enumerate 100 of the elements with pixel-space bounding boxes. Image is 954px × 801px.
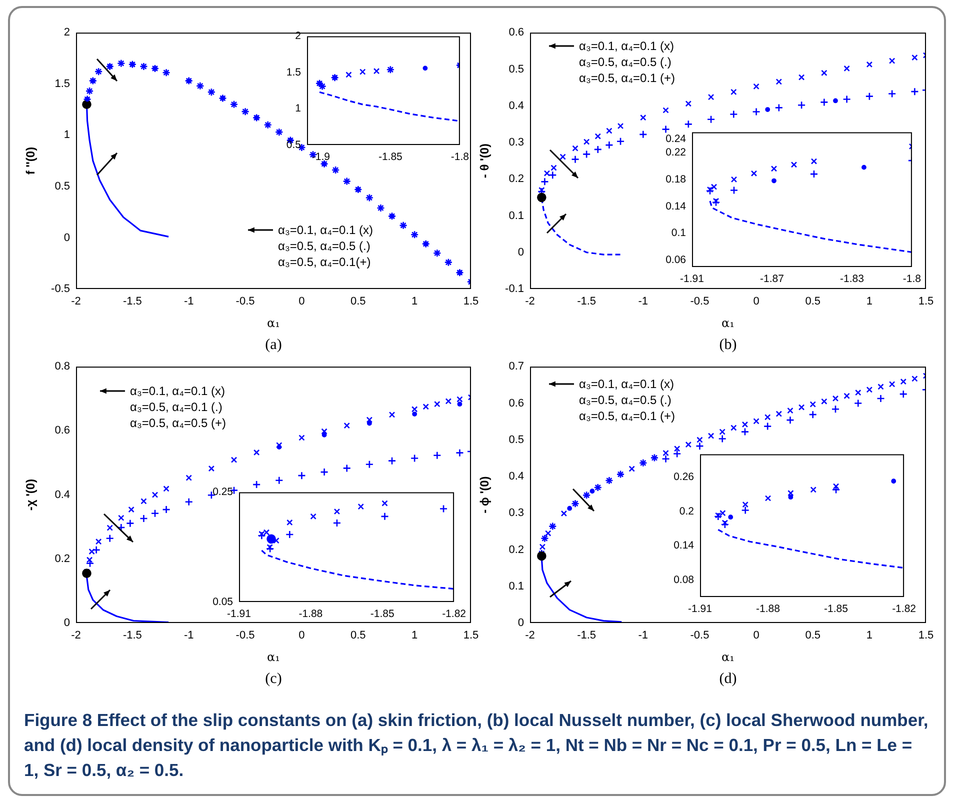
y-tick-label: 0.14	[666, 200, 686, 212]
text: (c)	[264, 671, 283, 688]
y-tick-label: 2	[295, 30, 302, 42]
y-tick-label: 0.24	[666, 132, 686, 145]
y-tick-label: 0.7	[508, 360, 524, 373]
y-tick-label: 0.14	[674, 540, 694, 552]
x-tick-label: -1	[638, 296, 648, 308]
y-tick-label: 0.2	[508, 544, 524, 556]
x-tick-label: -1.5	[577, 630, 596, 642]
y-tick-label: 0.6	[54, 424, 70, 437]
y-tick-label: 0.18	[666, 173, 686, 186]
x-tick-label: -1.5	[122, 630, 142, 642]
x-tick-label: 0.5	[350, 630, 366, 642]
x-tick-label: -1.5	[122, 296, 142, 308]
x-tick-label: -1.87	[760, 273, 784, 286]
y-tick-label: 1	[295, 102, 302, 115]
annotation: α₃=0.1, α₄=0.1 (x)	[579, 39, 674, 53]
x-tick-label: 0.5	[805, 630, 821, 642]
y-tick-label: -0.5	[51, 283, 70, 296]
y-tick-label: 0.1	[508, 580, 524, 592]
caption: Figure 8 Effect of the slip constants on (a) skin friction, (b) local Nusselt number, (c) local Sherwood number, and (d) local density of nanoparticle with Kₚ = 0.1, λ = λ₁ = λ₂ = 1, Nt = Nb = Nr = Nc = 0.1, Pr = 0.5, Ln = Le = 1, Sr = 0.5, α₂ = 0.5.	[24, 709, 929, 782]
x-tick-label: -1.82	[892, 603, 916, 616]
y-axis-title: - θ '(0)	[478, 143, 492, 178]
y-tick-label: 0.4	[54, 488, 70, 501]
x-tick-label: -1.91	[688, 603, 712, 616]
annotation: α₃=0.5, α₄=0.5 (.)	[278, 239, 370, 253]
y-tick-label: 0	[518, 246, 524, 258]
y-tick-label: 0.3	[508, 136, 524, 149]
x-tick-label: -1	[638, 630, 648, 642]
x-tick-label: -1.8	[450, 151, 470, 164]
x-tick-label: -1.83	[840, 273, 864, 286]
y-tick-label: 0.3	[508, 507, 524, 520]
y-tick-label: 0.4	[508, 470, 524, 483]
y-tick-label: 0.6	[508, 397, 524, 410]
y-tick-label: 0.05	[212, 596, 234, 608]
x-tick-label: 1.5	[918, 296, 934, 308]
x-tick-label: -1.82	[442, 608, 466, 620]
x-axis-title: α₁	[267, 650, 280, 664]
y-tick-label: 0.5	[286, 138, 302, 151]
y-tick-label: 0.06	[666, 254, 686, 266]
y-tick-label: 0.2	[679, 505, 694, 518]
x-tick-label: -1.91	[680, 273, 704, 286]
x-tick-label: -1.88	[756, 603, 780, 616]
y-tick-label: -0.1	[505, 283, 524, 296]
y-tick-label: 0.6	[508, 26, 524, 39]
y-tick-label: 0.22	[666, 146, 686, 158]
x-tick-label: 0.5	[350, 296, 366, 308]
y-tick-label: 1.5	[54, 78, 70, 90]
annotation: α₃=0.5, α₄=0.1 (.)	[130, 400, 222, 414]
x-tick-label: 1	[866, 630, 872, 642]
annotation: α₃=0.5, α₄=0.1 (+)	[579, 409, 676, 423]
annotation: α₃=0.1, α₄=0.1 (x)	[278, 223, 374, 237]
x-tick-label: -2	[525, 296, 535, 308]
x-tick-label: -0.5	[690, 630, 710, 642]
x-tick-label: -1.85	[378, 151, 403, 164]
y-tick-label: 0.1	[671, 227, 686, 240]
x-axis-title: α₁	[722, 316, 734, 330]
x-axis-title: α₁	[722, 650, 734, 664]
y-tick-label: 0.2	[508, 173, 524, 186]
x-tick-label: 1	[412, 296, 418, 308]
y-tick-label: 2	[64, 26, 70, 39]
y-tick-label: 0.5	[54, 180, 70, 192]
x-tick-label: 1.5	[463, 296, 479, 308]
x-tick-label: 1	[412, 630, 418, 642]
x-tick-label: 1.5	[918, 630, 934, 642]
annotation: α₃=0.5, α₄=0.1 (+)	[579, 71, 676, 85]
x-tick-label: 0	[753, 296, 760, 308]
x-tick-label: -1	[184, 630, 194, 642]
annotation: α₃=0.5, α₄=0.1(+)	[278, 255, 371, 269]
x-tick-label: 1	[866, 296, 872, 308]
text: (b)	[718, 337, 738, 354]
annotation: α₃=0.5, α₄=0.5 (.)	[579, 393, 672, 407]
x-tick-label: -2	[525, 630, 535, 642]
y-axis-title: f ''(0)	[24, 146, 38, 175]
x-tick-label: -1.8	[902, 273, 922, 286]
y-axis-title: -χ '(0)	[24, 478, 38, 511]
y-tick-label: 0.1	[508, 210, 524, 222]
text: (d)	[718, 671, 738, 688]
annotation: α₃=0.5, α₄=0.5 (.)	[579, 55, 672, 69]
x-tick-label: -0.5	[236, 296, 255, 308]
x-tick-label: -0.5	[236, 630, 255, 642]
y-tick-label: 1	[64, 129, 70, 142]
text: (a)	[264, 337, 283, 354]
y-tick-label: 0.26	[674, 471, 694, 484]
y-axis-title: - ϕ '(0)	[478, 476, 492, 514]
y-tick-label: 0.25	[212, 486, 234, 498]
x-tick-label: -2	[71, 296, 81, 308]
x-tick-label: -0.5	[690, 296, 710, 308]
y-tick-label: 0.5	[508, 434, 524, 446]
x-tick-label: -1	[184, 296, 194, 308]
x-tick-label: 1.5	[463, 630, 479, 642]
y-tick-label: 0.2	[54, 552, 70, 565]
annotation: α₃=0.1, α₄=0.1 (x)	[130, 384, 226, 398]
x-tick-label: -2	[71, 630, 81, 642]
x-tick-label: -1.91	[227, 608, 252, 620]
x-tick-label: -1.85	[370, 608, 394, 620]
x-axis-title: α₁	[267, 316, 280, 330]
y-tick-label: 0.8	[54, 360, 70, 373]
y-tick-label: 0	[518, 617, 524, 630]
y-tick-label: 0	[64, 232, 70, 244]
